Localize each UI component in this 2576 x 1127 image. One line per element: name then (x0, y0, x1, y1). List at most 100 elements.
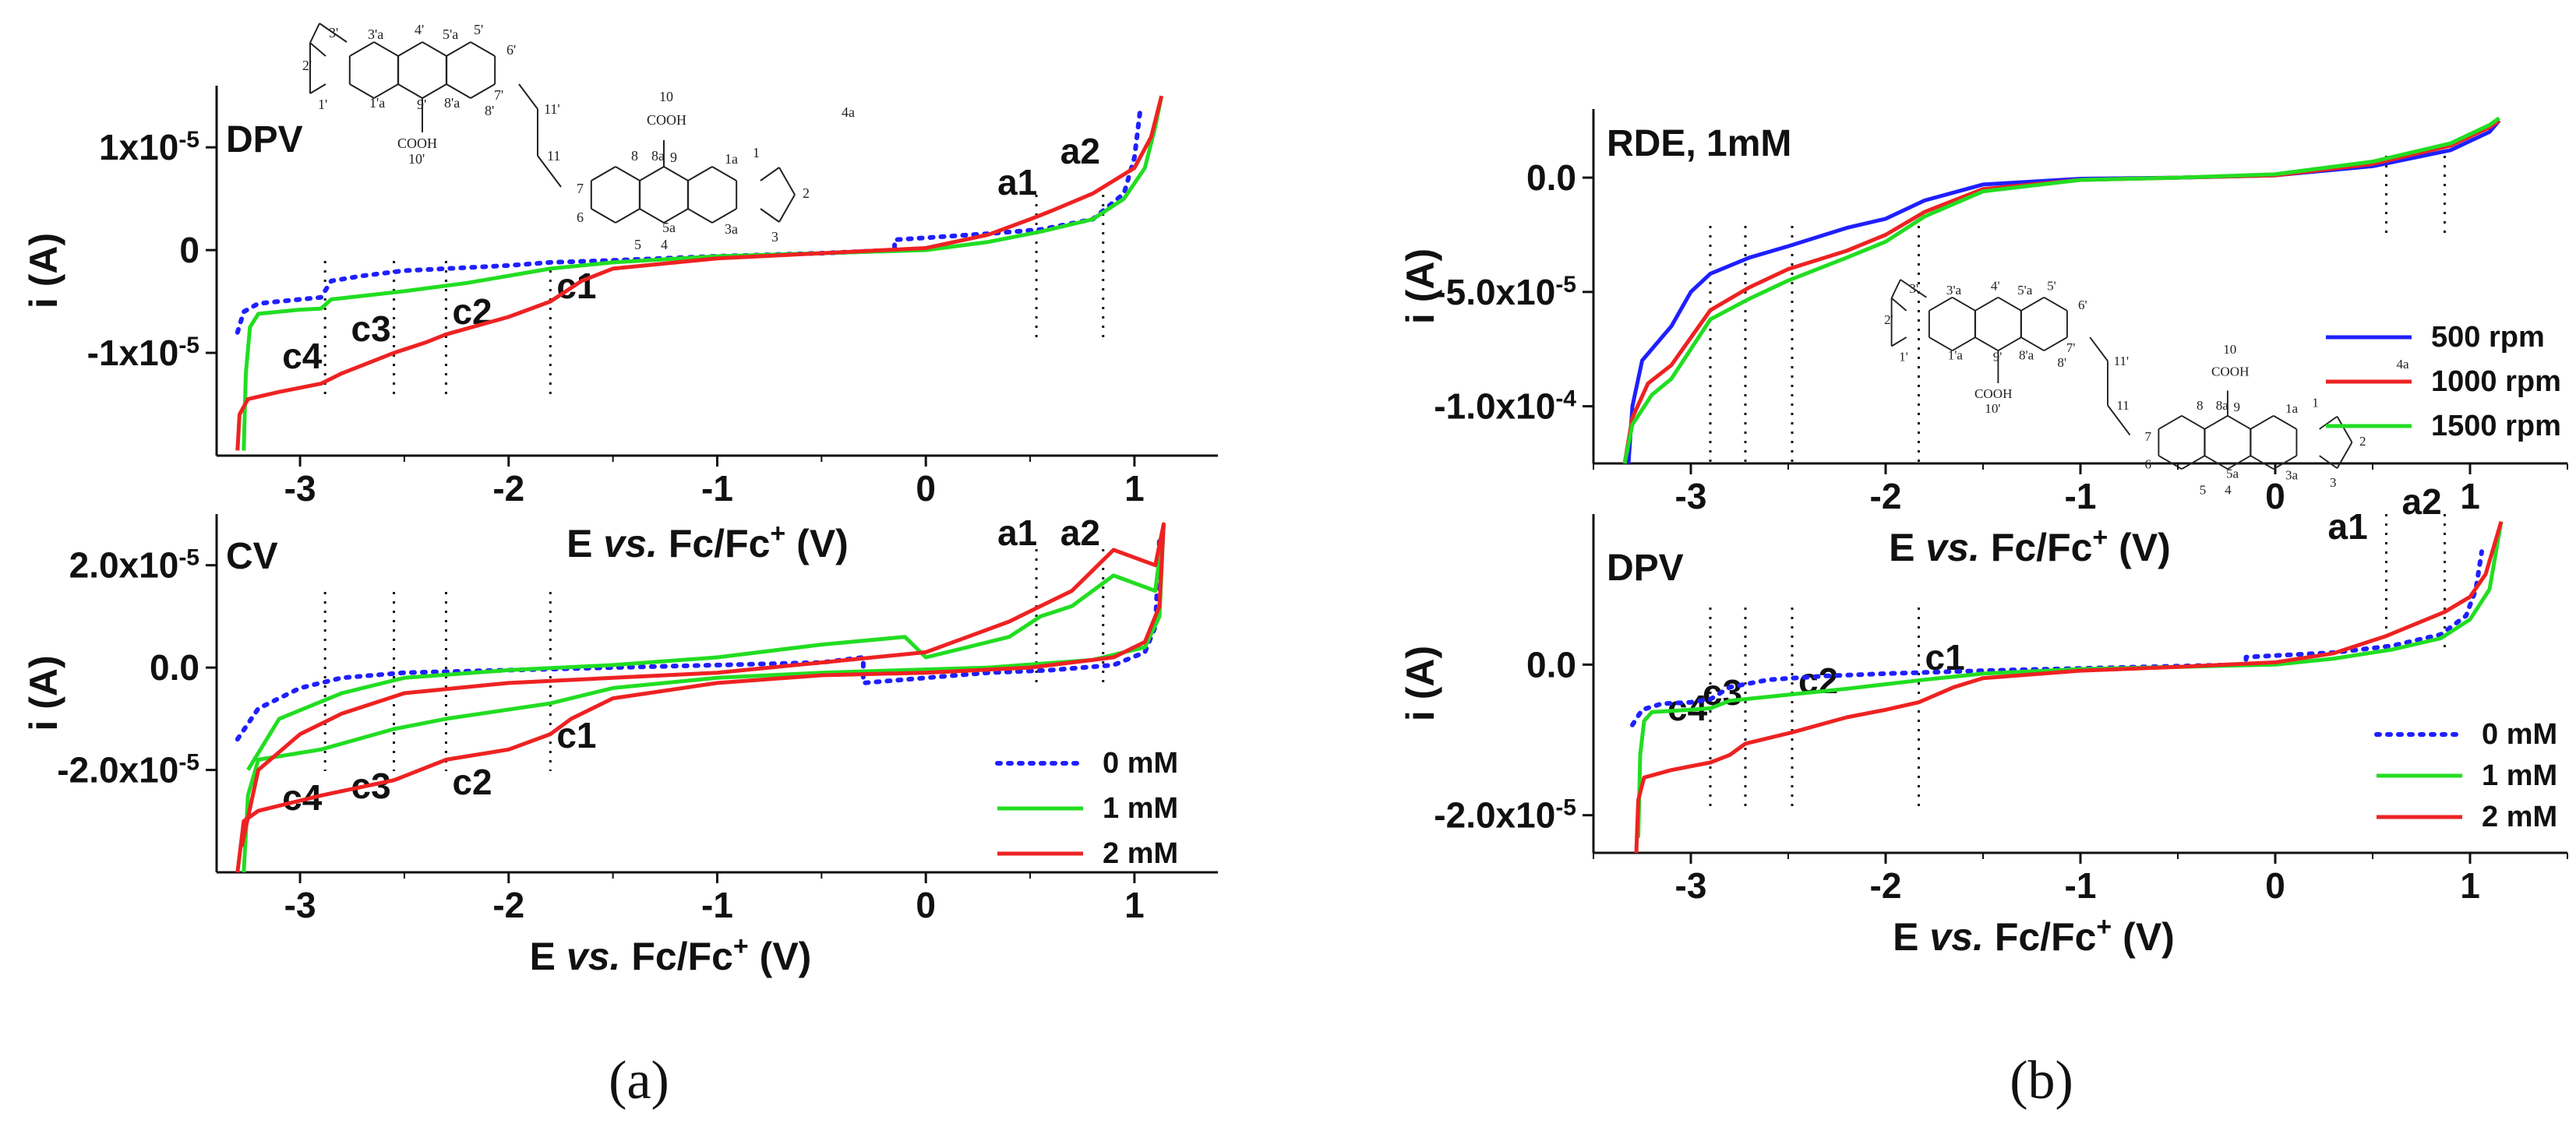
atom-label: 8a (651, 148, 665, 164)
series-line-1-mm (242, 522, 1166, 873)
y-tick-label: 0.0 (150, 647, 199, 688)
bond (760, 208, 780, 223)
peak-label-a2: a2 (1060, 131, 1100, 171)
bond (1928, 336, 1953, 352)
atom-label: 3' (1909, 281, 1918, 296)
bond (397, 83, 423, 99)
x-axis-label: E vs. Fc/Fc+ (V) (1889, 523, 2171, 569)
y-tick-label: 2.0x10-5 (69, 544, 199, 586)
atom-label: COOH (1974, 386, 2012, 401)
bond (2227, 455, 2251, 470)
atom-label: 8'a (444, 95, 460, 111)
x-axis-label: E vs. Fc/Fc+ (V) (530, 932, 812, 978)
atom-label: 2 (2359, 434, 2366, 449)
series-line-500-rpm (1626, 119, 2501, 464)
bond (1900, 279, 1927, 298)
atom-label: 11 (547, 148, 560, 164)
y-axis-label: i (A) (1399, 646, 1442, 721)
x-tick-label: -3 (284, 885, 316, 925)
x-tick-label: -1 (2065, 476, 2097, 516)
bond (1928, 296, 1953, 312)
legend-label: 0 mM (1103, 747, 1178, 780)
series-line-2-mm (235, 95, 1164, 451)
bond (711, 166, 737, 181)
atom-label: 6 (577, 210, 584, 225)
bond (1891, 336, 1907, 347)
legend-rpm: 500 rpm 1000 rpm 1500 rpm (2326, 321, 2561, 442)
bond (446, 41, 471, 57)
bond (446, 83, 471, 99)
bond (1952, 296, 1976, 312)
atom-label: 3' (329, 25, 338, 41)
bond (470, 41, 496, 57)
bond (663, 208, 689, 224)
x-tick-label: 0 (2265, 865, 2285, 906)
y-tick-label: -1.0x10-4 (1434, 386, 1576, 427)
atom-label: 10' (408, 151, 425, 167)
bond (518, 83, 538, 110)
atom-label: 9' (417, 97, 426, 112)
atom-label: 11' (2114, 354, 2130, 368)
y-tick-label: 0 (179, 230, 199, 270)
atom-label: COOH (397, 136, 437, 151)
bond (687, 166, 713, 181)
atom-label: 8 (631, 148, 638, 164)
bond (349, 41, 375, 57)
series-line-1-mm (242, 95, 1164, 451)
panel-label: RDE, 1mM (1607, 123, 1791, 164)
molecule-structure-a: 3' 3'a 4' 5'a 5'6'2'1' 1'a 9' 8'a 8'7'11'11COOH1… (302, 22, 855, 252)
bond (2319, 415, 2338, 430)
atom-label: COOH (647, 112, 686, 128)
plot-b_rde: -3 -2 -1 0 1 0.0 -5.0x10-5 -1.0x10-4 i (A) E vs. … (1399, 109, 2568, 569)
panel-label: DPV (226, 119, 303, 160)
atom-label: 1 (753, 145, 760, 160)
y-axis-label: i (A) (1399, 248, 1442, 324)
bond (2158, 414, 2183, 430)
x-tick-label: 1 (2460, 476, 2480, 516)
bond (687, 208, 713, 224)
atom-label: 1 (2312, 395, 2319, 410)
panel-label: CV (226, 536, 278, 577)
bond (2336, 442, 2353, 469)
peak-label-c3: c3 (351, 308, 391, 349)
bond (2336, 416, 2353, 443)
atom-label: COOH (2211, 365, 2249, 379)
y-axis-label: i (A) (22, 233, 65, 308)
series-line-1000-rpm (1622, 118, 2500, 464)
bond (2020, 336, 2045, 352)
atom-label: 6' (2078, 298, 2087, 312)
atom-label: 10 (2223, 342, 2236, 357)
plot-b_dpv: -3 -2 -1 0 1 0.0 -2.0x10-5 i (A) E vs. Fc/Fc+ (V… (1399, 481, 2568, 959)
y-tick-label: -5.0x10-5 (1434, 271, 1576, 312)
y-axis-label: i (A) (22, 655, 65, 731)
x-axis-label: E vs. Fc/Fc+ (V) (566, 519, 849, 565)
bond (2043, 296, 2068, 312)
bond (615, 166, 640, 181)
bond (2204, 455, 2228, 470)
bond (2227, 414, 2251, 430)
bond (1974, 336, 1999, 352)
x-tick-label: -2 (492, 885, 524, 925)
x-tick-label: 1 (2460, 865, 2480, 906)
bond (1997, 336, 2022, 352)
atom-label: 9 (2234, 400, 2241, 414)
atom-label: 2 (803, 185, 810, 201)
peak-label-c1: c1 (556, 715, 596, 755)
bond (2319, 455, 2338, 470)
atom-label: 8 (2197, 398, 2204, 413)
atom-label: 1a (2285, 401, 2299, 416)
bond (2020, 296, 2045, 312)
atom-label: 5 (2200, 483, 2207, 498)
bond (1952, 336, 1976, 352)
atom-label: 2' (1884, 312, 1893, 327)
series-line-2-mm (235, 522, 1166, 873)
atom-label: 4a (2397, 357, 2410, 372)
x-tick-label: -3 (1675, 476, 1707, 516)
caption-a: (a) (609, 1051, 669, 1111)
legend-label: 2 mM (1103, 837, 1178, 870)
x-tick-label: -2 (492, 468, 524, 509)
bond (2089, 336, 2108, 362)
y-tick-label: 1x10-5 (99, 127, 199, 168)
bond (373, 41, 399, 57)
